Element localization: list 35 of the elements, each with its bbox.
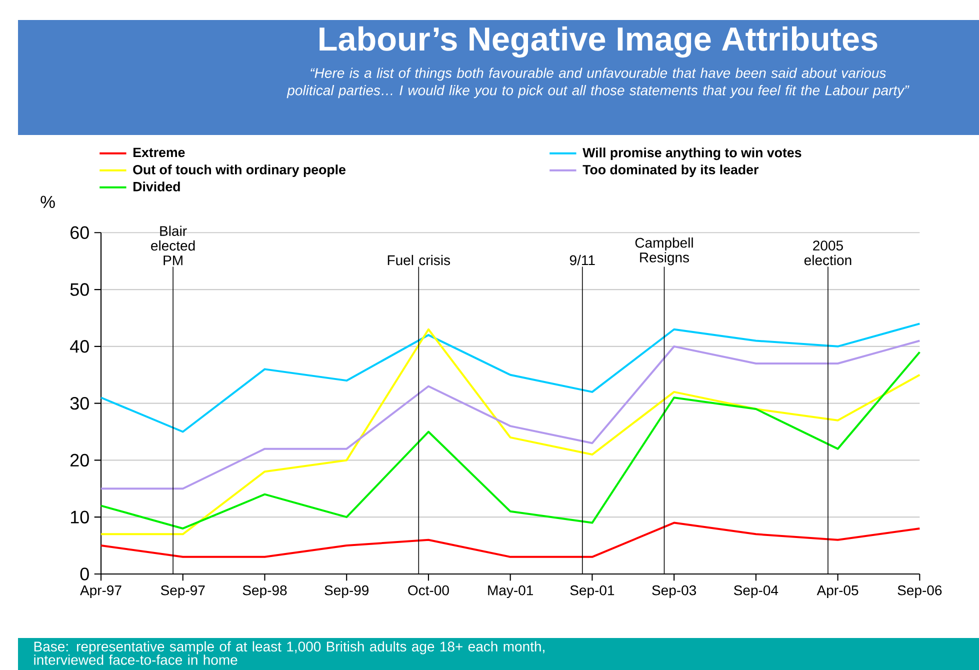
ref-line-label: 9/11 — [570, 254, 595, 266]
x-tick-label: Sep-97 — [160, 585, 205, 598]
y-tick-label: 20 — [70, 454, 89, 467]
line-series — [100, 522, 921, 558]
text: Base: representative sample of at least 1,000 British adults age 18+ each month, interviewed face-to-face in home — [34, 641, 544, 665]
x-tick-label: Sep-06 — [898, 585, 942, 598]
x-tick-label: Apr-97 — [80, 585, 122, 598]
x-tick-label: Sep-99 — [324, 585, 368, 598]
y-tick-label: 40 — [70, 340, 89, 353]
ref-line-label: Blair elected PM — [151, 226, 195, 266]
y-tick-label: 0 — [80, 568, 89, 580]
y-tick-label: 30 — [70, 396, 89, 410]
x-tick-label: Oct-00 — [408, 585, 449, 596]
x-tick-label: Apr-05 — [816, 585, 858, 598]
chart-title: Labour’s Negative Image Attributes — [320, 26, 878, 58]
y-axis-title: % — [40, 196, 55, 208]
legend-label: Extreme — [134, 148, 185, 158]
y-tick-label: 50 — [70, 283, 89, 296]
line-series — [100, 340, 921, 490]
x-tick-label: Sep-04 — [734, 585, 778, 598]
legend-label: Out of touch with ordinary people — [133, 164, 346, 178]
ref-line-label: Fuel crisis — [388, 254, 450, 266]
ref-line-label: Campbell Resigns — [635, 237, 693, 266]
ref-line-label: 2005 election — [804, 240, 852, 266]
y-tick-label: 10 — [70, 510, 89, 524]
legend-label: Divided — [134, 182, 180, 192]
x-tick-label: Sep-01 — [570, 585, 614, 598]
chart-subtitle: “Here is a list of things both favourable and unfavourable that have been said about various political parties… I would like you to pick out all those statements that you feel fit the Labour party” — [286, 68, 910, 98]
x-tick-label: Sep-98 — [242, 585, 287, 598]
legend-label: Will promise anything to win votes — [582, 148, 802, 160]
x-tick-label: May-01 — [488, 585, 533, 598]
legend-label: Too dominated by its leader — [582, 164, 758, 178]
y-tick-label: 60 — [70, 226, 89, 240]
line-series — [100, 322, 921, 433]
x-tick-label: Sep-03 — [652, 585, 696, 598]
